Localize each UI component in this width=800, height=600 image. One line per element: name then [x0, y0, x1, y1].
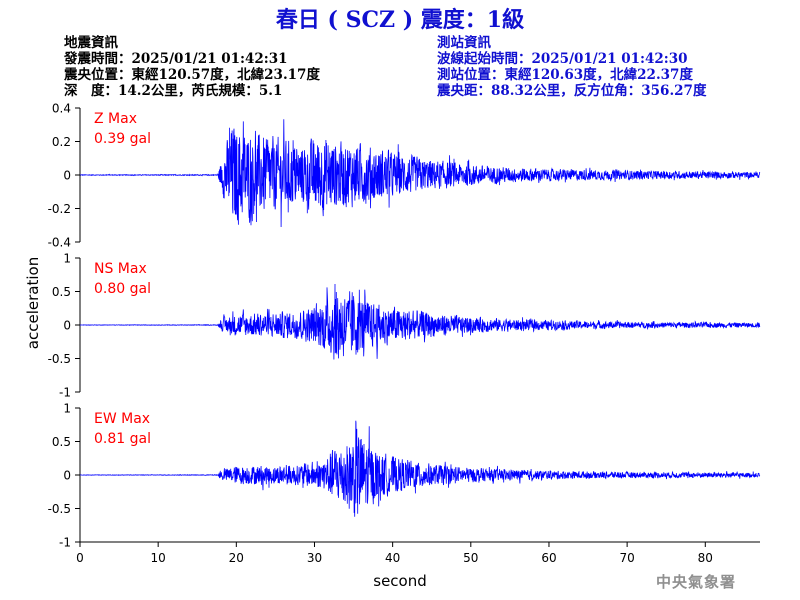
y-tick-label-z: -0.4 [48, 236, 71, 250]
y-tick-label-ew: 1 [63, 402, 71, 416]
y-tick-label-z: -0.2 [48, 202, 71, 216]
x-tick-label: 0 [76, 551, 84, 565]
y-tick-label-ew: -0.5 [48, 502, 71, 516]
x-tick-label: 10 [151, 551, 166, 565]
max-label-z: Z Max [94, 111, 137, 127]
y-tick-label-ns: -0.5 [48, 352, 71, 366]
y-tick-label-ns: 0.5 [52, 285, 71, 299]
x-tick-label: 30 [307, 551, 322, 565]
x-tick-label: 60 [541, 551, 556, 565]
depth-magnitude: 深 度：14.2公里，芮氏規模：5.1 [64, 83, 283, 99]
y-tick-label-z: 0 [63, 169, 71, 183]
trace-ew [80, 420, 761, 517]
y-tick-label-ew: 0.5 [52, 435, 71, 449]
max-value-ew: 0.81 gal [94, 431, 151, 447]
y-tick-label-z: 0.4 [52, 102, 71, 116]
distance-azimuth: 震央距：88.32公里，反方位角：356.27度 [437, 83, 707, 99]
x-axis-title: second [373, 572, 427, 590]
y-tick-label-ns: 1 [63, 252, 71, 266]
station-location: 測站位置：東經120.63度，北緯22.37度 [437, 67, 693, 83]
x-tick-label: 80 [698, 551, 713, 565]
station-info-block: 測站資訊 波線起始時間：2025/01/21 01:42:30 測站位置：東經1… [437, 35, 706, 99]
origin-time: 發震時間：2025/01/21 01:42:31 [64, 51, 288, 67]
y-axis-title: acceleration [24, 257, 42, 349]
max-value-ns: 0.80 gal [94, 281, 151, 297]
y-tick-label-ew: 0 [63, 469, 71, 483]
y-tick-label-ns: -1 [59, 386, 71, 400]
x-tick-label: 50 [463, 551, 478, 565]
quake-info-block: 地震資訊 發震時間：2025/01/21 01:42:31 震央位置：東經120… [64, 35, 320, 99]
x-tick-label: 70 [619, 551, 634, 565]
x-tick-label: 40 [385, 551, 400, 565]
agency-watermark: 中央氣象署 [656, 573, 737, 591]
max-label-ew: EW Max [94, 411, 150, 427]
max-value-z: 0.39 gal [94, 131, 151, 147]
wave-start-time: 波線起始時間：2025/01/21 01:42:30 [437, 51, 688, 67]
quake-info-heading: 地震資訊 [64, 35, 118, 51]
max-label-ns: NS Max [94, 261, 147, 277]
y-tick-label-z: 0.2 [52, 135, 71, 149]
trace-ns [79, 283, 761, 360]
epicenter: 震央位置：東經120.57度，北緯23.17度 [64, 67, 320, 83]
station-info-heading: 測站資訊 [437, 35, 491, 51]
y-tick-label-ns: 0 [63, 319, 71, 333]
x-tick-label: 20 [229, 551, 244, 565]
y-tick-label-ew: -1 [59, 536, 71, 550]
page-title: 春日 ( SCZ ) 震度：1級 [275, 7, 525, 33]
trace-z [80, 119, 761, 228]
